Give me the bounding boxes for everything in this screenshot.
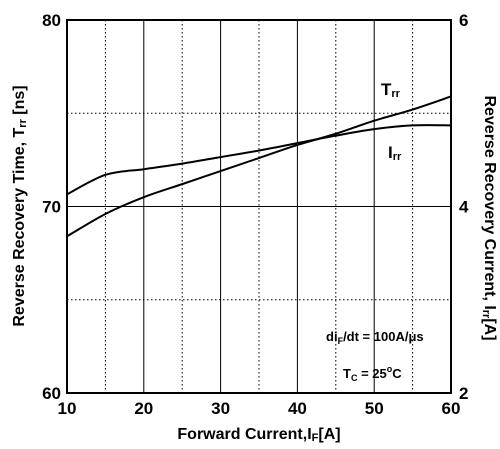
plot-frame	[66, 19, 452, 394]
x-tick-label: 30	[211, 399, 230, 418]
di-dt-condition: diF/dt = 100A/μs	[326, 329, 424, 346]
y-right-tick-label: 2	[459, 384, 468, 403]
y-left-tick-label: 80	[42, 11, 61, 30]
series-group	[66, 95, 452, 238]
y-left-tick-label: 60	[42, 384, 61, 403]
trr-curve-label: Trr	[381, 80, 401, 100]
trr-curve	[66, 95, 452, 238]
x-axis-label: Forward Current,IF[A]	[177, 426, 340, 444]
x-tick-label: 20	[134, 399, 153, 418]
tick-labels: 10 20 30 40 50 60 60 70 80 2 4 6	[42, 11, 469, 418]
x-tick-label: 50	[365, 399, 384, 418]
right-y-axis-label: Reverse Recovery Current, Irr[A]	[480, 95, 498, 340]
irr-curve	[66, 124, 452, 196]
y-left-tick-label: 70	[42, 198, 61, 217]
x-tick-label: 40	[288, 399, 307, 418]
x-tick-label: 10	[58, 399, 77, 418]
irr-curve-label: Irr	[388, 143, 402, 163]
grid	[67, 20, 451, 393]
y-right-tick-label: 6	[459, 11, 468, 30]
y-right-tick-label: 4	[459, 198, 469, 217]
x-tick-label: 60	[442, 399, 461, 418]
case-temperature-condition: TC = 25oC	[343, 364, 402, 383]
left-y-axis-label: Reverse Recovery Time, Trr [ns]	[11, 85, 29, 326]
